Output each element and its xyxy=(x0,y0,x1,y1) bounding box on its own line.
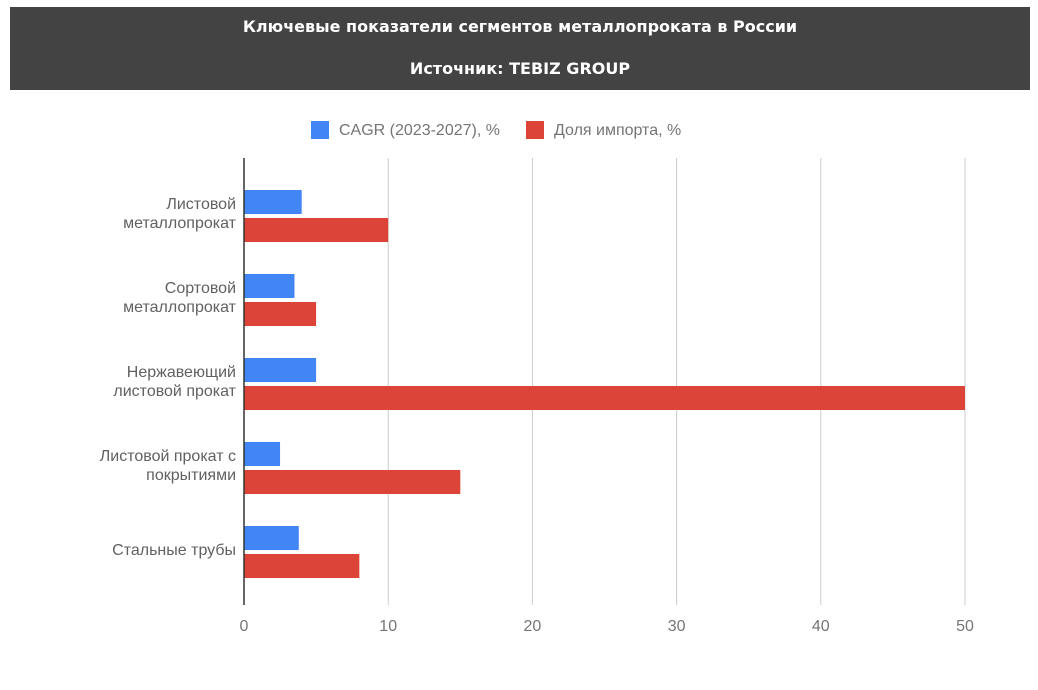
legend-label: Доля импорта, % xyxy=(554,122,681,139)
bar xyxy=(244,526,299,550)
x-tick-label: 40 xyxy=(812,618,830,635)
bar xyxy=(244,470,461,494)
x-tick-label: 20 xyxy=(524,618,542,635)
y-tick-label: Стальные трубы xyxy=(112,541,236,559)
x-tick-label: 0 xyxy=(240,618,249,635)
bar xyxy=(244,218,389,242)
chart-subtitle: Источник: TEBIZ GROUP xyxy=(409,59,631,78)
y-tick-label: Листовой металлопрокат xyxy=(123,196,236,232)
bar xyxy=(244,274,295,298)
y-tick-label: Листовой прокат с покрытиями xyxy=(99,448,236,484)
legend-swatch xyxy=(311,121,329,139)
chart-title: Ключевые показатели сегментов металлопро… xyxy=(242,17,798,36)
bar xyxy=(244,554,360,578)
y-tick-label: Сортовой металлопрокат xyxy=(123,280,236,316)
bar xyxy=(244,302,317,326)
bar xyxy=(244,358,317,382)
header-banner: Ключевые показатели сегментов металлопро… xyxy=(10,7,1030,90)
x-tick-label: 30 xyxy=(668,618,686,635)
bar xyxy=(244,190,302,214)
x-tick-label: 10 xyxy=(379,618,397,635)
x-tick-label: 50 xyxy=(956,618,974,635)
bar xyxy=(244,386,965,410)
bar xyxy=(244,442,281,466)
y-tick-label: Нержавеющий листовой прокат xyxy=(113,364,236,400)
legend-swatch xyxy=(526,121,544,139)
legend-label: CAGR (2023-2027), % xyxy=(339,122,500,139)
